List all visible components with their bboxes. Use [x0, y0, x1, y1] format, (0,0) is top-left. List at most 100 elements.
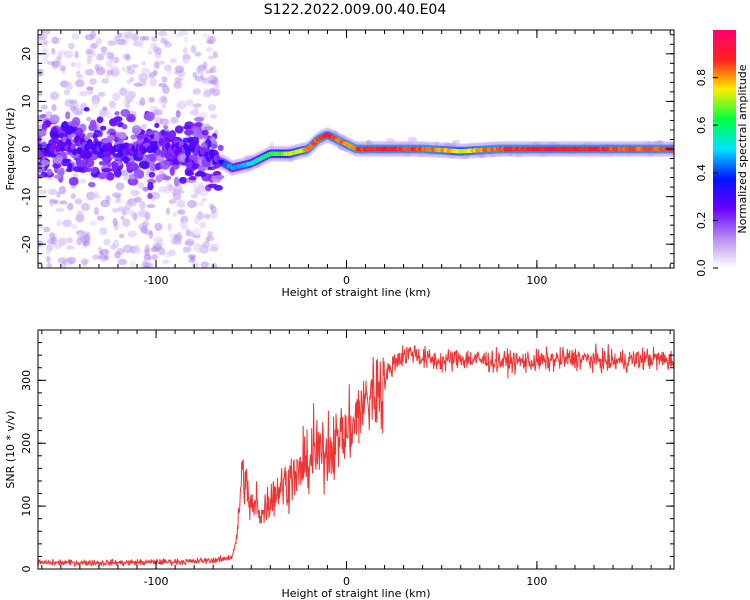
heatmap-cell — [97, 215, 105, 221]
heatmap-cell — [122, 147, 128, 155]
heatmap-cell — [75, 79, 85, 88]
heatmap-cell — [120, 108, 131, 117]
heatmap-cell — [163, 175, 172, 181]
heatmap-cell — [451, 140, 457, 147]
heatmap-cell — [92, 133, 98, 140]
heatmap-cell — [211, 88, 221, 97]
heatmap-cell — [127, 230, 138, 238]
heatmap-cell — [58, 185, 67, 195]
heatmap-cell — [112, 207, 119, 213]
heatmap-cell — [182, 57, 190, 65]
heatmap-cell — [46, 168, 53, 176]
heatmap-cell — [147, 182, 154, 191]
heatmap-cell — [134, 196, 142, 203]
heatmap-cell — [153, 61, 160, 69]
heatmap-cell — [86, 191, 96, 201]
heatmap-cell — [386, 137, 396, 144]
heatmap-cell — [57, 257, 68, 264]
heatmap-cell — [204, 247, 210, 253]
heatmap-cell — [41, 47, 47, 53]
heatmap-cell — [94, 190, 99, 198]
heatmap-cell — [172, 192, 182, 201]
heatmap-cell — [170, 116, 179, 124]
heatmap-cell — [81, 202, 90, 212]
heatmap-cell — [129, 261, 137, 268]
bottom-xlabel: Height of straight line (km) — [281, 587, 430, 600]
heatmap-cell — [57, 49, 67, 55]
top-ytick-label: 10 — [20, 94, 33, 108]
heatmap-cell — [105, 72, 111, 80]
heatmap-cell — [185, 238, 195, 247]
heatmap-cell — [168, 249, 176, 257]
heatmap-cell — [97, 91, 106, 97]
heatmap-cell — [91, 99, 99, 109]
heatmap-cell — [194, 121, 203, 127]
heatmap-cell — [136, 135, 143, 140]
heatmap-cell — [109, 100, 116, 109]
heatmap-cell — [106, 51, 112, 60]
heatmap-cell — [49, 91, 60, 101]
heatmap-cell — [201, 129, 209, 136]
heatmap-cell — [129, 209, 135, 219]
heatmap-cell — [418, 154, 425, 158]
heatmap-cell — [133, 82, 142, 87]
heatmap-cell — [101, 168, 113, 173]
heatmap-cell — [65, 138, 72, 146]
heatmap-cell — [175, 32, 182, 38]
heatmap-cell — [173, 176, 180, 187]
heatmap-cell — [208, 80, 218, 85]
colorbar-tick-label: 0.8 — [695, 69, 708, 87]
heatmap-cell — [186, 200, 197, 209]
heatmap-cell — [57, 237, 68, 246]
heatmap-cell — [162, 259, 170, 265]
bottom-xtick-label: 100 — [526, 575, 547, 588]
heatmap-cell — [448, 154, 455, 159]
heatmap-cell — [210, 114, 218, 119]
heatmap-cell — [63, 89, 70, 96]
heatmap-cell — [94, 206, 99, 216]
heatmap-cell — [200, 261, 210, 268]
top-ytick-label: 20 — [20, 47, 33, 61]
heatmap-cell — [148, 72, 156, 79]
heatmap-cell — [182, 47, 188, 54]
heatmap-cell — [183, 36, 189, 43]
heatmap-cell — [101, 51, 107, 56]
heatmap-cell — [129, 163, 139, 170]
colorbar-label: Normalized spectral amplitude — [736, 64, 749, 233]
heatmap-cell — [184, 170, 195, 177]
colorbar-tick-label: 0.4 — [695, 164, 708, 182]
heatmap-cell — [192, 103, 202, 108]
heatmap-cell — [146, 153, 155, 159]
heatmap-cell — [162, 85, 170, 95]
colorbar — [713, 30, 736, 268]
heatmap-cell — [39, 113, 47, 119]
heatmap-cell — [104, 253, 109, 261]
heatmap-cell — [56, 191, 61, 198]
heatmap-cell — [142, 186, 149, 192]
heatmap-cell — [192, 88, 202, 95]
heatmap-cell — [96, 116, 104, 124]
heatmap-cell — [183, 129, 194, 136]
heatmap-cell — [133, 169, 144, 179]
heatmap-cell — [168, 199, 177, 205]
heatmap-cell — [96, 53, 105, 61]
heatmap-cell — [86, 86, 94, 91]
heatmap-cell — [197, 211, 204, 220]
heatmap-cell — [150, 42, 159, 51]
heatmap-cell — [38, 240, 44, 248]
heatmap-cell — [126, 113, 136, 123]
heatmap-cell — [131, 124, 142, 135]
heatmap-cell — [100, 46, 108, 53]
heatmap-cell — [130, 189, 140, 197]
heatmap-cell — [205, 236, 211, 243]
heatmap-cell — [197, 69, 204, 75]
heatmap-cell — [141, 60, 146, 66]
heatmap-cell — [45, 249, 51, 256]
heatmap-cell — [79, 178, 86, 184]
heatmap-cell — [51, 60, 61, 68]
colorbar-tick-label: 0.0 — [695, 259, 708, 277]
heatmap-cell — [90, 166, 98, 174]
heatmap-cell — [53, 174, 63, 179]
heatmap-cell — [65, 81, 73, 91]
